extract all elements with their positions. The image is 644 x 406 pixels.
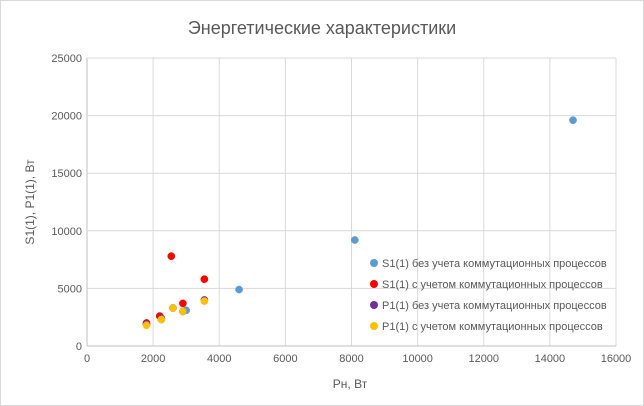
y-tick-label: 0 bbox=[76, 341, 82, 353]
x-tick-label: 8000 bbox=[339, 353, 363, 365]
data-point-series-1 bbox=[350, 236, 359, 244]
legend-marker-series-4 bbox=[370, 322, 378, 330]
data-point-series-4 bbox=[200, 297, 209, 305]
data-point-series-4 bbox=[179, 307, 187, 316]
legend-marker-series-1 bbox=[370, 259, 378, 267]
x-tick-label: 14000 bbox=[535, 353, 566, 365]
legend-marker-series-2 bbox=[370, 280, 378, 288]
x-axis-label: Рн, Вт bbox=[333, 377, 368, 391]
y-axis-label: S1(1), P1(1), Вт bbox=[23, 159, 37, 245]
x-tick-label: 12000 bbox=[468, 353, 499, 365]
data-point-series-2 bbox=[200, 275, 209, 284]
data-point-series-2 bbox=[167, 252, 176, 260]
x-tick-label: 4000 bbox=[207, 353, 231, 365]
y-tick-label: 10000 bbox=[51, 226, 82, 238]
legend-label-series-4: P1(1) с учетом коммутационных процессов bbox=[382, 321, 603, 333]
grid bbox=[86, 57, 617, 347]
y-tick-label: 15000 bbox=[51, 168, 82, 180]
legend: S1(1) без учета коммутационных процессов… bbox=[370, 258, 607, 333]
x-tick-label: 2000 bbox=[141, 353, 165, 365]
x-tick-label: 16000 bbox=[601, 353, 632, 365]
data-points bbox=[142, 116, 577, 330]
data-point-series-1 bbox=[569, 116, 577, 125]
data-point-series-4 bbox=[157, 315, 166, 324]
tick-labels: 0 2000 4000 6000 8000 10000 12000 14000 16000 0 50… bbox=[51, 53, 631, 365]
data-point-series-4 bbox=[169, 304, 177, 312]
data-point-series-2 bbox=[179, 299, 187, 308]
x-tick-label: 0 bbox=[84, 353, 90, 365]
x-tick-label: 10000 bbox=[402, 353, 433, 365]
legend-label-series-1: S1(1) без учета коммутационных процессов bbox=[382, 258, 607, 270]
y-tick-label: 20000 bbox=[51, 111, 82, 123]
y-tick-label: 5000 bbox=[58, 283, 82, 295]
legend-label-series-3: P1(1) без учета коммутационных процессов bbox=[382, 300, 607, 312]
data-point-series-1 bbox=[235, 285, 243, 294]
y-tick-label: 25000 bbox=[51, 53, 82, 65]
data-point-series-4 bbox=[142, 321, 151, 330]
chart-title: Энергетические характеристики bbox=[188, 18, 456, 38]
legend-marker-series-3 bbox=[370, 301, 378, 309]
legend-label-series-2: S1(1) с учетом коммутационных процессов bbox=[382, 279, 603, 291]
x-tick-label: 6000 bbox=[273, 353, 297, 365]
